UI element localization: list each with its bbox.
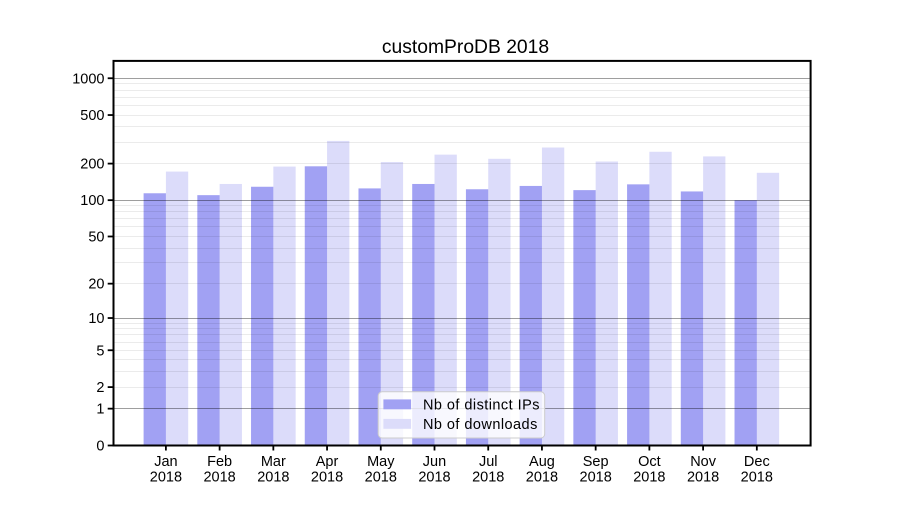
svg-text:Nov: Nov <box>690 454 717 470</box>
svg-text:2018: 2018 <box>418 470 450 486</box>
svg-text:Oct: Oct <box>638 454 661 470</box>
svg-text:2018: 2018 <box>580 470 612 486</box>
svg-text:Sep: Sep <box>583 454 609 470</box>
svg-text:Mar: Mar <box>261 454 286 470</box>
svg-text:Apr: Apr <box>316 454 339 470</box>
svg-text:500: 500 <box>80 108 104 124</box>
svg-text:2018: 2018 <box>365 470 397 486</box>
svg-text:0: 0 <box>96 439 104 455</box>
svg-text:2018: 2018 <box>526 470 558 486</box>
svg-text:May: May <box>367 454 395 470</box>
svg-text:10: 10 <box>88 311 104 327</box>
svg-text:Jun: Jun <box>423 454 446 470</box>
svg-text:1000: 1000 <box>72 71 104 87</box>
svg-text:Jan: Jan <box>154 454 177 470</box>
svg-text:2018: 2018 <box>741 470 773 486</box>
svg-text:20: 20 <box>88 277 104 293</box>
svg-text:2018: 2018 <box>311 470 343 486</box>
svg-text:2018: 2018 <box>472 470 504 486</box>
svg-text:customProDB 2018: customProDB 2018 <box>382 37 549 58</box>
svg-text:100: 100 <box>80 193 104 209</box>
svg-text:2: 2 <box>96 380 104 396</box>
svg-text:2018: 2018 <box>687 470 719 486</box>
svg-text:2018: 2018 <box>633 470 665 486</box>
svg-text:Aug: Aug <box>529 454 555 470</box>
svg-text:200: 200 <box>80 157 104 173</box>
svg-text:Feb: Feb <box>207 454 232 470</box>
svg-text:2018: 2018 <box>203 470 235 486</box>
svg-text:5: 5 <box>96 343 104 359</box>
svg-text:2018: 2018 <box>150 470 182 486</box>
svg-text:Nb of downloads: Nb of downloads <box>423 417 538 433</box>
svg-text:Nb of distinct IPs: Nb of distinct IPs <box>423 397 540 413</box>
svg-text:50: 50 <box>88 229 104 245</box>
svg-text:2018: 2018 <box>257 470 289 486</box>
svg-text:1: 1 <box>96 402 104 418</box>
svg-text:Jul: Jul <box>479 454 498 470</box>
svg-text:Dec: Dec <box>744 454 770 470</box>
